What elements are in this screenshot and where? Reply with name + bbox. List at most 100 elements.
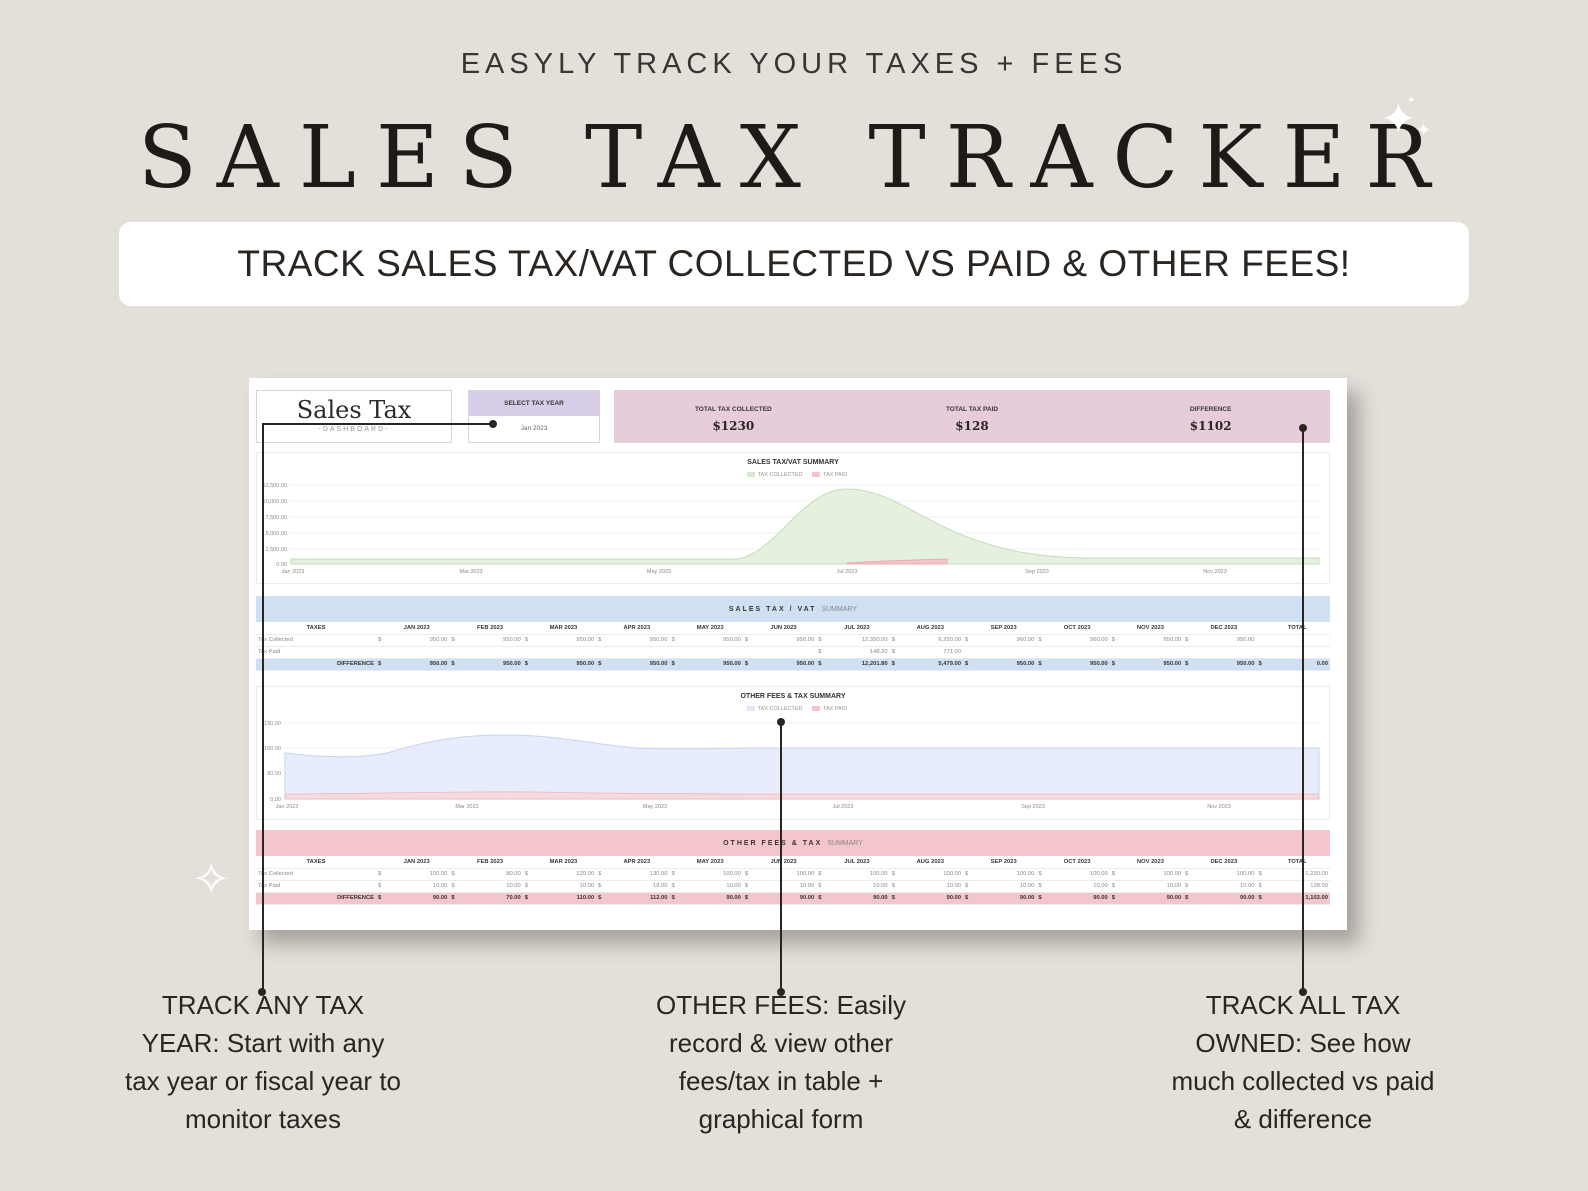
table-cell[interactable]: 12,201.80	[824, 658, 890, 671]
table-cell[interactable]: 1,230.00	[1264, 868, 1330, 881]
table-cell[interactable]: 950.00	[1117, 634, 1184, 647]
currency-symbol: $	[963, 868, 971, 881]
table-cell[interactable]	[677, 646, 743, 659]
table-cell[interactable]	[457, 646, 523, 659]
table-cell[interactable]: 950.00	[604, 658, 670, 671]
table-cell[interactable]: 6,250.00	[897, 634, 963, 647]
table-cell[interactable]: 960.00	[1044, 634, 1110, 647]
table-cell[interactable]: 90.00	[677, 892, 743, 905]
tax-year-selector[interactable]: SELECT TAX YEAR Jan 2023	[468, 390, 600, 443]
table-cell[interactable]: 950.00	[457, 658, 523, 671]
table-cell[interactable]: 950.00	[677, 658, 743, 671]
table-cell[interactable]: 100.00	[1191, 868, 1257, 881]
table-cell[interactable]: 90.00	[384, 892, 450, 905]
table-cell[interactable]: 148.20	[824, 646, 890, 659]
table-cell[interactable]: 950.00	[384, 634, 450, 647]
y-tick: 10,000.00	[263, 499, 287, 505]
table-cell[interactable]: 950.00	[750, 634, 817, 647]
table-cell[interactable]: 950.00	[1044, 658, 1110, 671]
table-cell[interactable]: 950.00	[530, 658, 597, 671]
table-cell[interactable]: 18.00	[604, 880, 670, 893]
currency-symbol: $	[816, 634, 825, 647]
table-cell[interactable]: 950.00	[1191, 658, 1257, 671]
table-cell[interactable]: 80.00	[457, 868, 523, 881]
table-cell[interactable]	[1264, 634, 1330, 647]
table-cell[interactable]: 10.00	[530, 880, 597, 893]
table-cell[interactable]: 10.00	[457, 880, 523, 893]
table-cell[interactable]: 112.00	[604, 892, 670, 905]
x-tick: May 2023	[647, 569, 671, 575]
table-cell[interactable]: 100.00	[971, 868, 1037, 881]
table-cell[interactable]: 90.00	[1044, 892, 1110, 905]
table-cell[interactable]: 10.00	[897, 880, 963, 893]
table-cell[interactable]: 1,102.00	[1264, 892, 1330, 905]
table-cell[interactable]: 0.00	[1264, 658, 1330, 671]
currency-symbol: $	[1109, 658, 1118, 671]
table-cell[interactable]	[750, 646, 817, 659]
table-cell[interactable]: 110.00	[530, 892, 597, 905]
table-cell[interactable]: 100.00	[897, 868, 963, 881]
table-cell[interactable]: 950.00	[604, 634, 670, 647]
table-cell[interactable]: 90.00	[1117, 892, 1184, 905]
table-cell[interactable]: 950.00	[1117, 658, 1184, 671]
column-header: AUG 2023	[897, 856, 963, 869]
table-cell[interactable]: 100.00	[677, 868, 743, 881]
table-cell[interactable]: 10.00	[750, 880, 817, 893]
table-cell[interactable]: 90.00	[750, 892, 817, 905]
currency-symbol: $	[1183, 892, 1192, 905]
table-cell[interactable]: 10.00	[1044, 880, 1110, 893]
table-summary-word: SUMMARY	[821, 605, 858, 613]
table-cell[interactable]: 90.00	[824, 892, 890, 905]
table-cell[interactable]	[971, 646, 1037, 659]
table-cell[interactable]	[384, 646, 450, 659]
currency-symbol: $	[1256, 868, 1265, 881]
table-cell[interactable]	[1191, 646, 1257, 659]
table-cell[interactable]: 950.00	[1191, 634, 1257, 647]
table-cell[interactable]: 100.00	[384, 868, 450, 881]
table-cell[interactable]	[530, 646, 597, 659]
table-cell[interactable]: 950.00	[750, 658, 817, 671]
currency-symbol: $	[596, 892, 605, 905]
table-cell[interactable]: 771.00	[897, 646, 963, 659]
table-cell[interactable]: 70.00	[457, 892, 523, 905]
table-cell[interactable]: 100.00	[824, 868, 890, 881]
table-cell[interactable]	[1117, 646, 1184, 659]
column-header: JAN 2023	[384, 856, 450, 869]
column-header: TOTAL	[1264, 622, 1330, 635]
table-cell[interactable]: 10.00	[1191, 880, 1257, 893]
table-cell[interactable]	[604, 646, 670, 659]
table-cell[interactable]: 90.00	[971, 892, 1037, 905]
table-cell[interactable]: 950.00	[971, 658, 1037, 671]
currency-symbol: $	[1036, 634, 1045, 647]
table-cell[interactable]: 90.00	[897, 892, 963, 905]
table-cell[interactable]: 100.00	[1117, 868, 1184, 881]
row-label: Tax Collected	[256, 868, 376, 881]
table-cell[interactable]	[1264, 646, 1330, 659]
tax-year-value[interactable]: Jan 2023	[520, 425, 548, 432]
table-cell[interactable]: 120.00	[530, 868, 597, 881]
table-cell[interactable]: 10.00	[971, 880, 1037, 893]
table-cell[interactable]: 950.00	[530, 634, 597, 647]
table-cell[interactable]: 128.00	[1264, 880, 1330, 893]
table-row: Tax Paid $10.00 $10.00 $10.00 $18.00 $10.00 $1…	[256, 880, 1330, 893]
table-cell[interactable]: 10.00	[384, 880, 450, 893]
currency-symbol: $	[376, 658, 384, 671]
table-cell[interactable]	[1044, 646, 1110, 659]
table-cell[interactable]: 950.00	[384, 658, 450, 671]
table-cell[interactable]: 10.00	[677, 880, 743, 893]
table-cell[interactable]: 950.00	[677, 634, 743, 647]
table-cell[interactable]: 100.00	[750, 868, 817, 881]
currency-symbol: $	[669, 634, 678, 647]
table-cell[interactable]: 960.00	[971, 634, 1037, 647]
table-cell[interactable]: 5,479.00	[897, 658, 963, 671]
table-cell[interactable]: 10.00	[1117, 880, 1184, 893]
currency-symbol	[1256, 634, 1265, 647]
table-cell[interactable]: 90.00	[1191, 892, 1257, 905]
table-cell[interactable]: 100.00	[1044, 868, 1110, 881]
total-label: TOTAL TAX PAID	[945, 406, 999, 413]
table-cell[interactable]: 130.00	[604, 868, 670, 881]
table-cell[interactable]: 10.00	[824, 880, 890, 893]
table-cell[interactable]: 12,350.00	[824, 634, 890, 647]
currency-symbol: $	[1183, 868, 1192, 881]
table-cell[interactable]: 950.00	[457, 634, 523, 647]
